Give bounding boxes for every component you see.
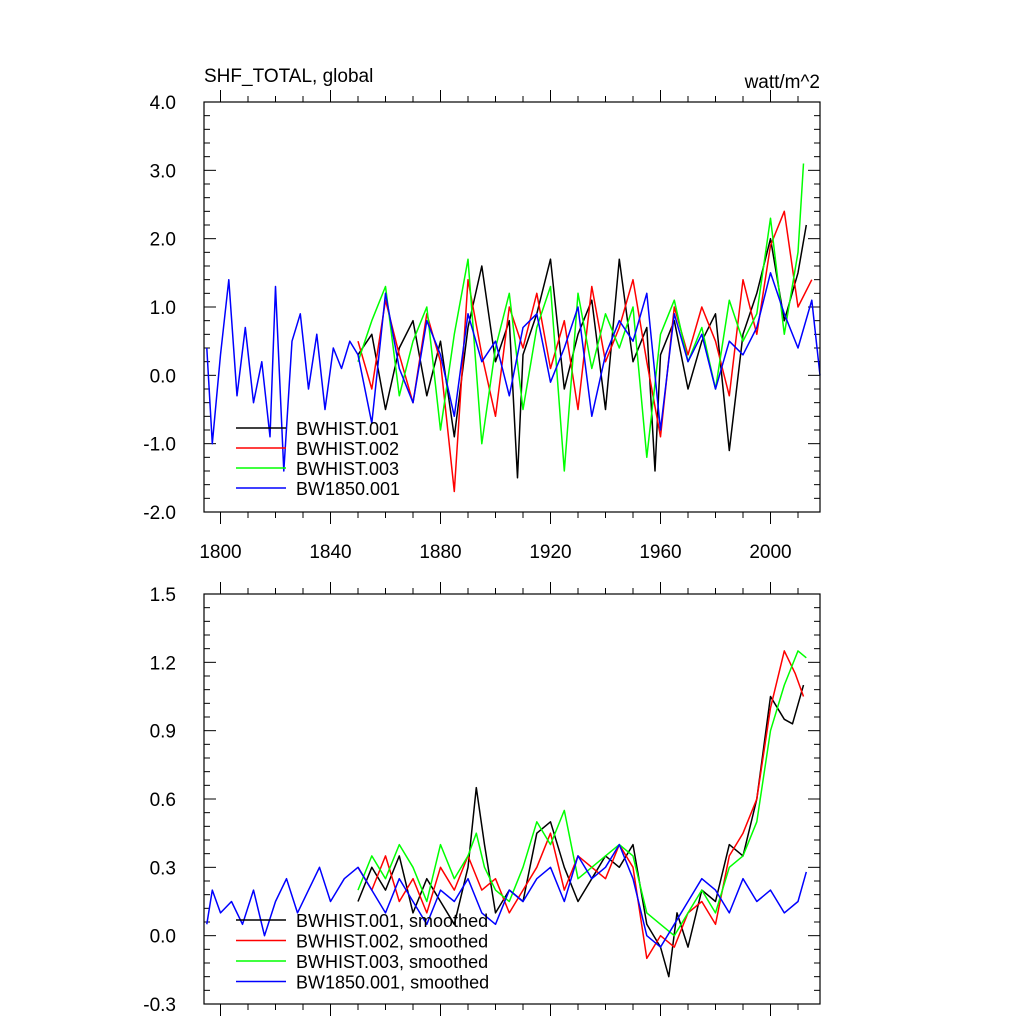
top-series-line-bw1850-001: [206, 272, 821, 472]
bottom-y-tick-label: 0.0: [150, 927, 176, 948]
top-y-tick-label: -1.0: [143, 435, 176, 456]
bottom-chart-tick-labels: -0.3 0.0 0.3 0.6 0.9 1.2 1.5: [143, 585, 176, 1016]
bottom-series-line-bw1850-001-smoothed: [206, 843, 808, 948]
top-legend-label-bwhist-002: BWHIST.002: [296, 439, 399, 459]
top-chart-tick-labels: -2.0 -1.0 0.0 1.0 2.0 3.0 4.0 1800 1840 1880 1920 1…: [143, 93, 791, 563]
top-x-tick-label: 1960: [639, 542, 681, 563]
top-x-tick-label: 1880: [419, 542, 461, 563]
bottom-chart-ticks: [204, 582, 820, 1016]
bottom-y-tick-label: 1.5: [150, 585, 176, 606]
bottom-legend-label-bwhist-001-smoothed: BWHIST.001, smoothed: [296, 911, 488, 931]
top-x-tick-label: 2000: [749, 542, 791, 563]
top-x-tick-label: 1840: [309, 542, 351, 563]
top-y-tick-label: 2.0: [150, 230, 176, 251]
top-chart-series: [206, 163, 821, 493]
bottom-y-tick-label: 0.9: [150, 722, 176, 743]
bottom-legend-label-bwhist-002-smoothed: BWHIST.002, smoothed: [296, 932, 488, 952]
top-chart-frame: [203, 101, 821, 513]
top-legend-label-bw1850-001: BW1850.001: [296, 479, 400, 499]
top-y-tick-label: -2.0: [143, 503, 176, 524]
top-chart-panel: SHF_TOTAL, global watt/m^2 -2.0 -1.0 0.0 1.…: [143, 66, 821, 563]
top-y-tick-label: 3.0: [150, 161, 176, 182]
bottom-series-line-bwhist-003-smoothed: [357, 650, 807, 937]
bottom-chart-series: [206, 650, 808, 978]
top-y-tick-label: 4.0: [150, 93, 176, 114]
top-series-line-bwhist-003: [357, 163, 805, 472]
top-x-tick-label: 1920: [529, 542, 571, 563]
bottom-y-tick-label: -0.3: [143, 995, 176, 1016]
top-chart-units: watt/m^2: [744, 72, 820, 93]
bottom-series-line-bwhist-002-smoothed: [357, 650, 805, 960]
bottom-chart-frame: [203, 593, 821, 1005]
bottom-legend-label-bwhist-003-smoothed: BWHIST.003, smoothed: [296, 952, 488, 972]
top-legend-label-bwhist-001: BWHIST.001: [296, 419, 399, 439]
bottom-y-tick-label: 1.2: [150, 653, 176, 674]
top-x-tick-label: 1800: [199, 542, 241, 563]
bottom-legend-label-bw1850-001-smoothed: BW1850.001, smoothed: [296, 973, 489, 993]
bottom-chart-panel: -0.3 0.0 0.3 0.6 0.9 1.2 1.5 BWHIST.001, smoot…: [143, 582, 821, 1016]
bottom-y-tick-label: 0.3: [150, 858, 176, 879]
bottom-y-tick-label: 0.6: [150, 790, 176, 811]
top-y-tick-label: 1.0: [150, 298, 176, 319]
top-y-tick-label: 0.0: [150, 366, 176, 387]
top-legend-label-bwhist-003: BWHIST.003: [296, 459, 399, 479]
top-chart-title: SHF_TOTAL, global: [204, 66, 373, 87]
